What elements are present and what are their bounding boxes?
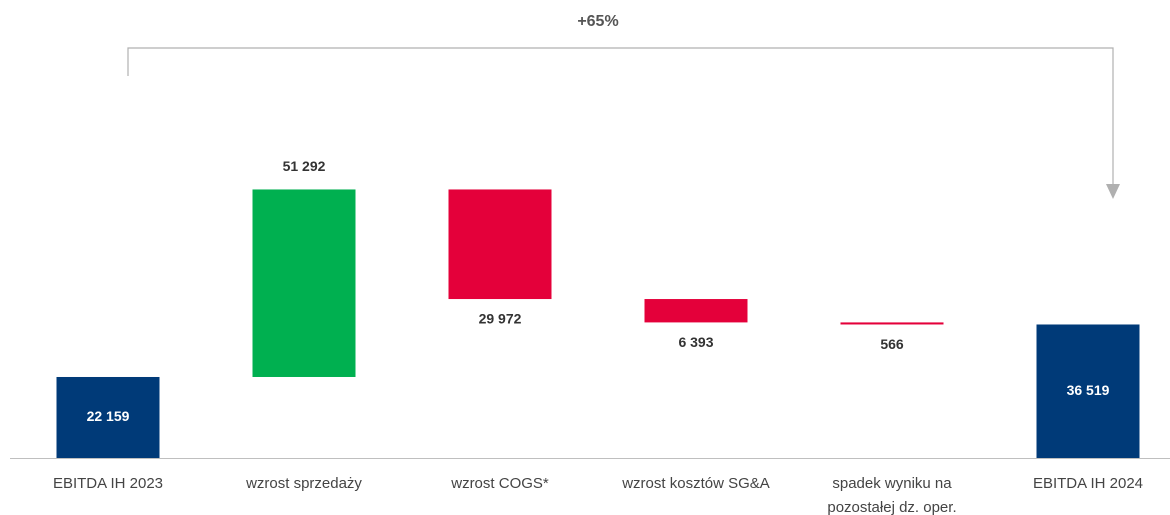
bar: [56, 376, 160, 458]
growth-bracket: [127, 47, 1114, 186]
bar: [840, 322, 944, 325]
value-label: 36 519: [1067, 382, 1110, 398]
value-label: 566: [880, 336, 904, 352]
bar: [644, 299, 748, 323]
bar: [252, 189, 356, 377]
bar: [448, 189, 552, 300]
category-label: EBITDA IH 2024: [1032, 475, 1144, 492]
category-label: wzrost sprzedaży: [246, 475, 362, 492]
category-label: wzrost COGS*: [451, 475, 549, 492]
value-label: 29 972: [479, 311, 522, 327]
bar: [1036, 324, 1140, 458]
growth-annotation: +65%: [577, 13, 618, 30]
category-label: wzrost kosztów SG&A: [622, 475, 770, 492]
value-label: 22 159: [87, 408, 130, 424]
category-label: EBITDA IH 2023: [52, 475, 164, 492]
category-label: spadek wyniku na pozostałej dz. oper.: [827, 475, 957, 515]
value-label: 51 292: [283, 158, 326, 174]
growth-arrow: [1106, 184, 1120, 199]
value-label: 6 393: [678, 334, 713, 350]
